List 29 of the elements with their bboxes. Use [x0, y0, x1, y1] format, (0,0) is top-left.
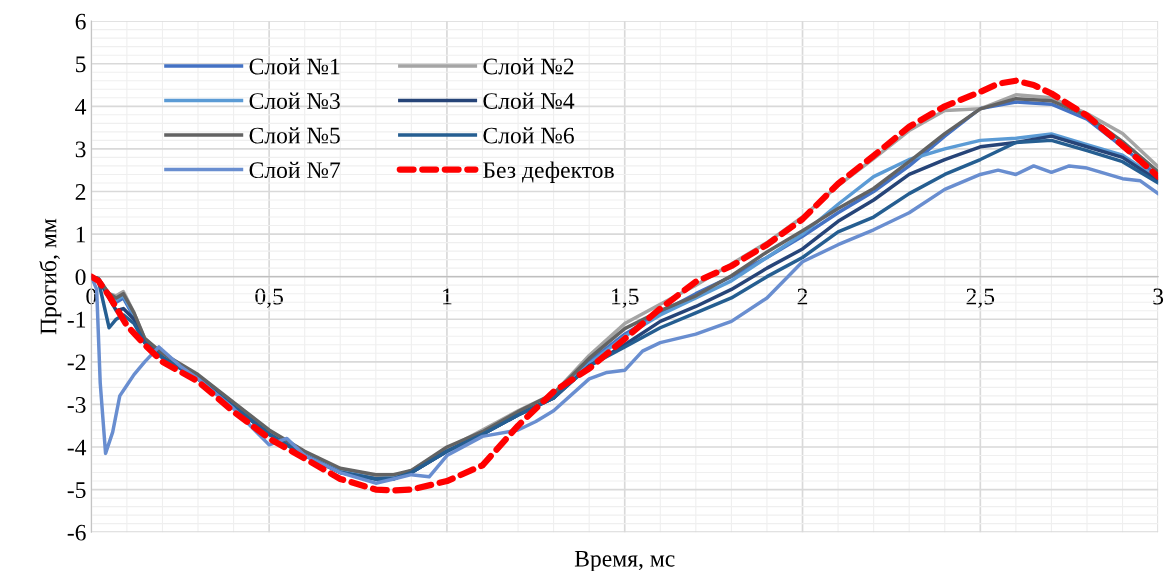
legend-label: Слой №3 [249, 92, 340, 110]
y-tick-label: 1 [76, 226, 86, 243]
x-tick-label: 2 [797, 288, 808, 305]
y-tick-label: 2 [75, 184, 86, 200]
x-tick-label: 3 [1153, 288, 1164, 305]
legend-label: Слой №1 [249, 58, 340, 75]
x-tick-label: 0,5 [255, 288, 283, 308]
x-tick-label: 2,5 [966, 288, 995, 308]
y-tick-label: 5 [76, 56, 86, 73]
legend-label: Слой №2 [483, 58, 574, 75]
y-tick-label: -6 [67, 524, 86, 541]
legend-label: Слой №7 [249, 161, 341, 179]
legend-label: Слой №4 [483, 92, 575, 110]
y-tick-label: 3 [75, 141, 86, 158]
y-tick-label: -1 [67, 311, 86, 328]
legend-label: Слой №6 [483, 127, 574, 144]
y-axis-title: Прогиб, мм [39, 218, 62, 335]
y-tick-label: -3 [67, 396, 86, 413]
legend-label: Без дефектов [483, 161, 614, 183]
y-tick-label: -2 [67, 354, 86, 371]
y-tick-label: 6 [75, 13, 86, 30]
y-tick-label: 4 [75, 98, 87, 115]
x-tick-label: 1,5 [612, 288, 639, 308]
y-tick-label: -5 [67, 482, 86, 499]
y-tick-label: -4 [67, 439, 87, 456]
x-tick-label: 1 [443, 288, 452, 305]
y-tick-label: 0 [75, 269, 86, 286]
x-axis-title: Время, мс [574, 550, 675, 571]
legend-label: Слой №5 [249, 127, 340, 144]
